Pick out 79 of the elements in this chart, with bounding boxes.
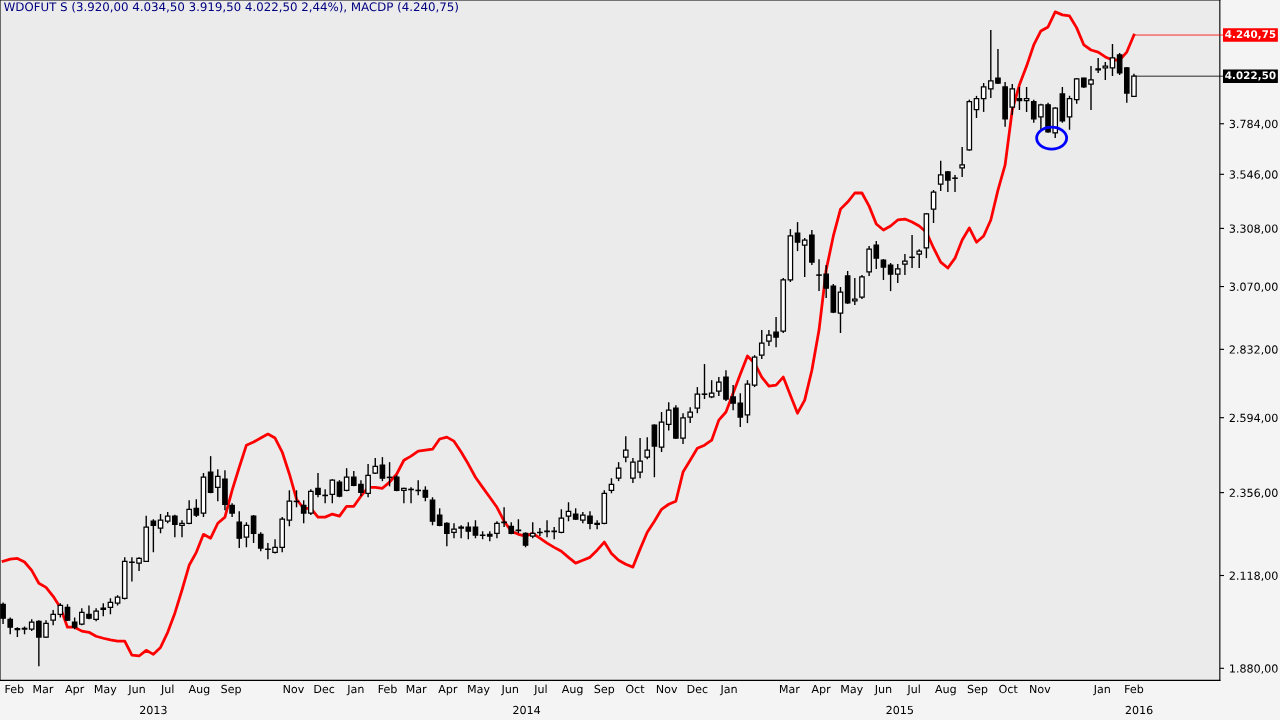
x-tick-label: Jan (1093, 684, 1110, 696)
x-tick-label: Jan (719, 684, 737, 696)
candlestick (472, 519, 479, 539)
x-tick-label: May (94, 684, 117, 696)
x-tick-label: Apr (811, 684, 831, 696)
candlestick (565, 501, 572, 522)
candlestick (887, 262, 894, 292)
chart-title: WDOFUT S (3.920,00 4.034,50 3.919,50 4.022,50 2,44%), MACDP (4.240,75) (4, 2, 458, 13)
x-tick-label: Apr (438, 684, 458, 696)
candlestick (250, 514, 257, 544)
x-tick-label: Dec (687, 684, 708, 694)
x-tick-label: Oct (625, 684, 645, 694)
candlestick (1066, 95, 1073, 131)
y-tick-label: 3.308,00 (1229, 224, 1278, 234)
candlestick (207, 455, 214, 494)
candlestick (694, 386, 701, 414)
x2-tick-label: 2013 (140, 705, 167, 715)
y-tick-label: 2.118,00 (1229, 571, 1278, 582)
candlestick (851, 277, 858, 306)
y-tick-label: 2.594,00 (1229, 413, 1278, 424)
candlestick (880, 258, 887, 281)
x-tick-label: Jun (500, 684, 518, 696)
x2-tick-label: 2015 (886, 705, 913, 715)
x-tick-label: Mar (33, 684, 54, 694)
x2-tick-label: 2014 (513, 705, 541, 715)
x-tick-label: Sep (967, 684, 988, 696)
annotation: 4.022,50 (1225, 71, 1276, 81)
x-tick-label: Aug (935, 684, 956, 696)
x-tick-label: Nov (656, 684, 678, 694)
x-tick-label: Jul (906, 684, 920, 696)
y-tick-label: 2.356,00 (1229, 488, 1278, 499)
candlestick (837, 286, 844, 334)
x-tick-label: Mar (406, 684, 427, 694)
candlestick (894, 263, 901, 284)
x-tick-label: Aug (188, 684, 210, 696)
candlestick (794, 221, 801, 252)
x-tick-label: Oct (999, 684, 1018, 694)
x-tick-label: Jan (346, 684, 364, 696)
x-tick-label: Nov (283, 684, 304, 694)
candlestick (959, 146, 965, 178)
x-tick-label: May (841, 684, 863, 696)
y-tick-label: 3.784,00 (1229, 119, 1278, 130)
candlestick (243, 521, 250, 549)
x-tick-label: Sep (594, 684, 615, 696)
x-tick-label: Dec (314, 684, 335, 694)
candlestick (644, 436, 651, 460)
candlestick (1116, 52, 1123, 76)
x-tick-label: Feb (5, 684, 24, 694)
x-tick-label: May (468, 684, 490, 696)
x-tick-label: Mar (779, 684, 800, 694)
x-tick-label: Feb (1125, 684, 1144, 694)
candlestick (758, 329, 765, 360)
candlestick (157, 513, 164, 534)
x-tick-label: Jun (874, 684, 892, 696)
x-tick-label: Jul (533, 684, 547, 696)
candlestick (379, 456, 386, 482)
y-tick-label: 2.832,00 (1229, 345, 1278, 355)
x-tick-label: Nov (1030, 684, 1051, 694)
candlestick (930, 189, 937, 224)
candlestick (916, 248, 923, 269)
annotation: 4.240,75 (1225, 30, 1276, 40)
x-tick-label: Sep (221, 684, 241, 696)
x-tick-label: Apr (65, 684, 85, 696)
candlestick (902, 253, 908, 276)
candlestick (329, 478, 336, 504)
x-tick-label: Aug (561, 684, 583, 696)
x2-tick-label: 2016 (1125, 705, 1153, 715)
y-tick-label: 3.070,00 (1229, 282, 1278, 293)
candlestick (859, 274, 865, 300)
x-tick-label: Jun (127, 684, 145, 696)
candlestick (622, 435, 629, 463)
candlestick (1109, 43, 1116, 77)
y-tick-label: 3.546,00 (1229, 170, 1278, 180)
candlestick (701, 363, 708, 400)
candlestick (236, 510, 243, 549)
candlestick (980, 82, 987, 113)
y-tick-label: 1.880,00 (1230, 664, 1278, 674)
x-tick-label: Jul (160, 684, 174, 696)
x-tick-label: Feb (378, 684, 397, 694)
